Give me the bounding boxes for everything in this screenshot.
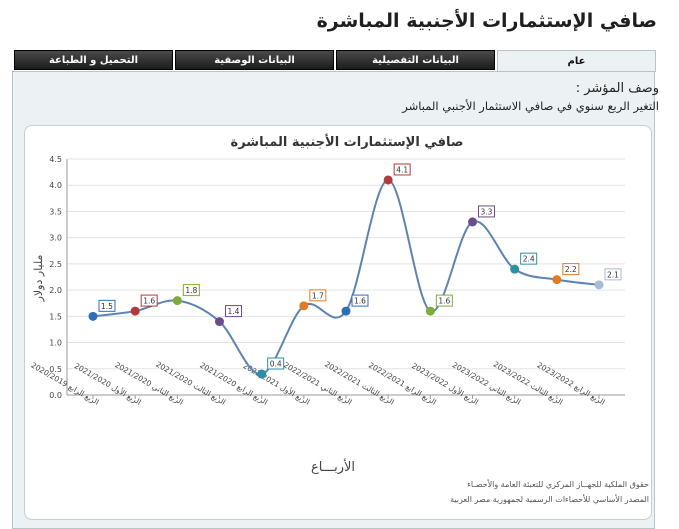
indicator-label: وصف المؤشر : (575, 81, 659, 96)
line-chart: صافي الإستثمارات الأجنبية المباشرة مليار… (30, 133, 625, 475)
y-tick-label: 3.5 (49, 207, 62, 216)
page-title: صافي الإستثمارات الأجنبية المباشرة (316, 10, 657, 32)
data-label: 1.6 (438, 297, 450, 306)
data-label: 3.3 (481, 207, 493, 216)
data-point (257, 369, 267, 379)
data-point (468, 217, 477, 227)
data-point (425, 306, 435, 316)
y-tick-label: 1.5 (49, 312, 62, 321)
tab-bar: عام البيانات التفصيلية البيانات الوصفية … (12, 50, 656, 72)
y-tick-label: 4.5 (49, 155, 62, 164)
data-label-box (351, 294, 369, 307)
tab-download-print[interactable]: التحميل و الطباعة (14, 50, 173, 70)
indicator-description: التغير الربع سنوي في صافي الاستثمار الأج… (402, 99, 659, 113)
x-tick-label: الربع الثالث 2022/2021 (323, 360, 396, 407)
data-label: 1.4 (228, 307, 240, 316)
data-label-box (98, 299, 116, 312)
data-label-box (140, 294, 158, 307)
data-point (341, 306, 351, 316)
series-line (92, 178, 600, 376)
data-label: 1.6 (354, 297, 366, 306)
y-tick-label: 4.0 (49, 181, 62, 190)
data-label-box (435, 294, 453, 307)
data-label-box (478, 205, 495, 218)
data-point (88, 311, 98, 321)
data-label: 1.8 (185, 286, 197, 295)
data-point (172, 296, 182, 306)
data-label-box (309, 289, 327, 302)
y-tick-label: 2.0 (49, 286, 62, 295)
data-label-box (604, 268, 622, 281)
data-label: 2.4 (523, 255, 535, 264)
data-label-box (562, 263, 580, 276)
data-label-box (182, 284, 200, 297)
x-tick-label: الربع الرابع 2023/2022 (536, 361, 607, 407)
tab-general[interactable]: عام (497, 50, 656, 72)
y-tick-label: 1.0 (49, 339, 62, 348)
x-tick-label: الربع الثاني 2021/2020 (113, 360, 184, 406)
data-label: 1.6 (143, 297, 155, 306)
x-tick-label: الربع الثالث 2021/2020 (154, 360, 227, 407)
x-tick-label: الربع الأول 2023/2022 (410, 360, 480, 406)
data-point (383, 175, 393, 185)
x-axis-label: الأربـــاع (311, 458, 355, 475)
data-label: 2.1 (607, 270, 619, 279)
data-label-box (393, 163, 411, 176)
tab-detailed-data[interactable]: البيانات التفصيلية (336, 50, 495, 70)
y-tick-label: 0.0 (49, 391, 62, 400)
credit-line-1: حقوق الملكية للجهــاز المركزي للتعبئة ال… (467, 480, 649, 489)
chart-container: صافي الإستثمارات الأجنبية المباشرة مليار… (24, 125, 652, 520)
data-label-box (520, 252, 538, 265)
tab-metadata[interactable]: البيانات الوصفية (175, 50, 334, 70)
y-tick-label: 3.0 (49, 234, 62, 243)
x-tick-label: الربع الثالث 2023/2022 (492, 360, 565, 407)
chart-title: صافي الإستثمارات الأجنبية المباشرة (231, 133, 464, 150)
x-tick-label: الربع الثاني 2023/2022 (451, 360, 522, 406)
data-point (552, 275, 562, 285)
data-label: 2.2 (565, 265, 577, 274)
data-label: 1.7 (312, 291, 324, 300)
data-label: 0.4 (270, 360, 282, 369)
y-tick-label: 2.5 (49, 260, 62, 269)
data-point (510, 264, 520, 274)
credit-line-2: المصدر الأساسي للأحصاءات الرسمية لجمهوري… (450, 495, 649, 504)
x-tick-label: الربع الثاني 2022/2021 (282, 360, 353, 406)
y-axis-label: مليار دولار (32, 254, 45, 302)
data-point (215, 317, 224, 327)
data-point (130, 306, 140, 316)
data-point (299, 301, 309, 311)
y-tick-label: 0.5 (49, 365, 62, 374)
x-tick-label: الربع الأول 2021/2020 (73, 360, 143, 406)
data-point (594, 280, 604, 290)
data-label: 1.5 (101, 302, 113, 311)
data-label-box (267, 357, 285, 370)
data-label-box (225, 305, 242, 318)
data-label: 4.1 (396, 165, 408, 174)
